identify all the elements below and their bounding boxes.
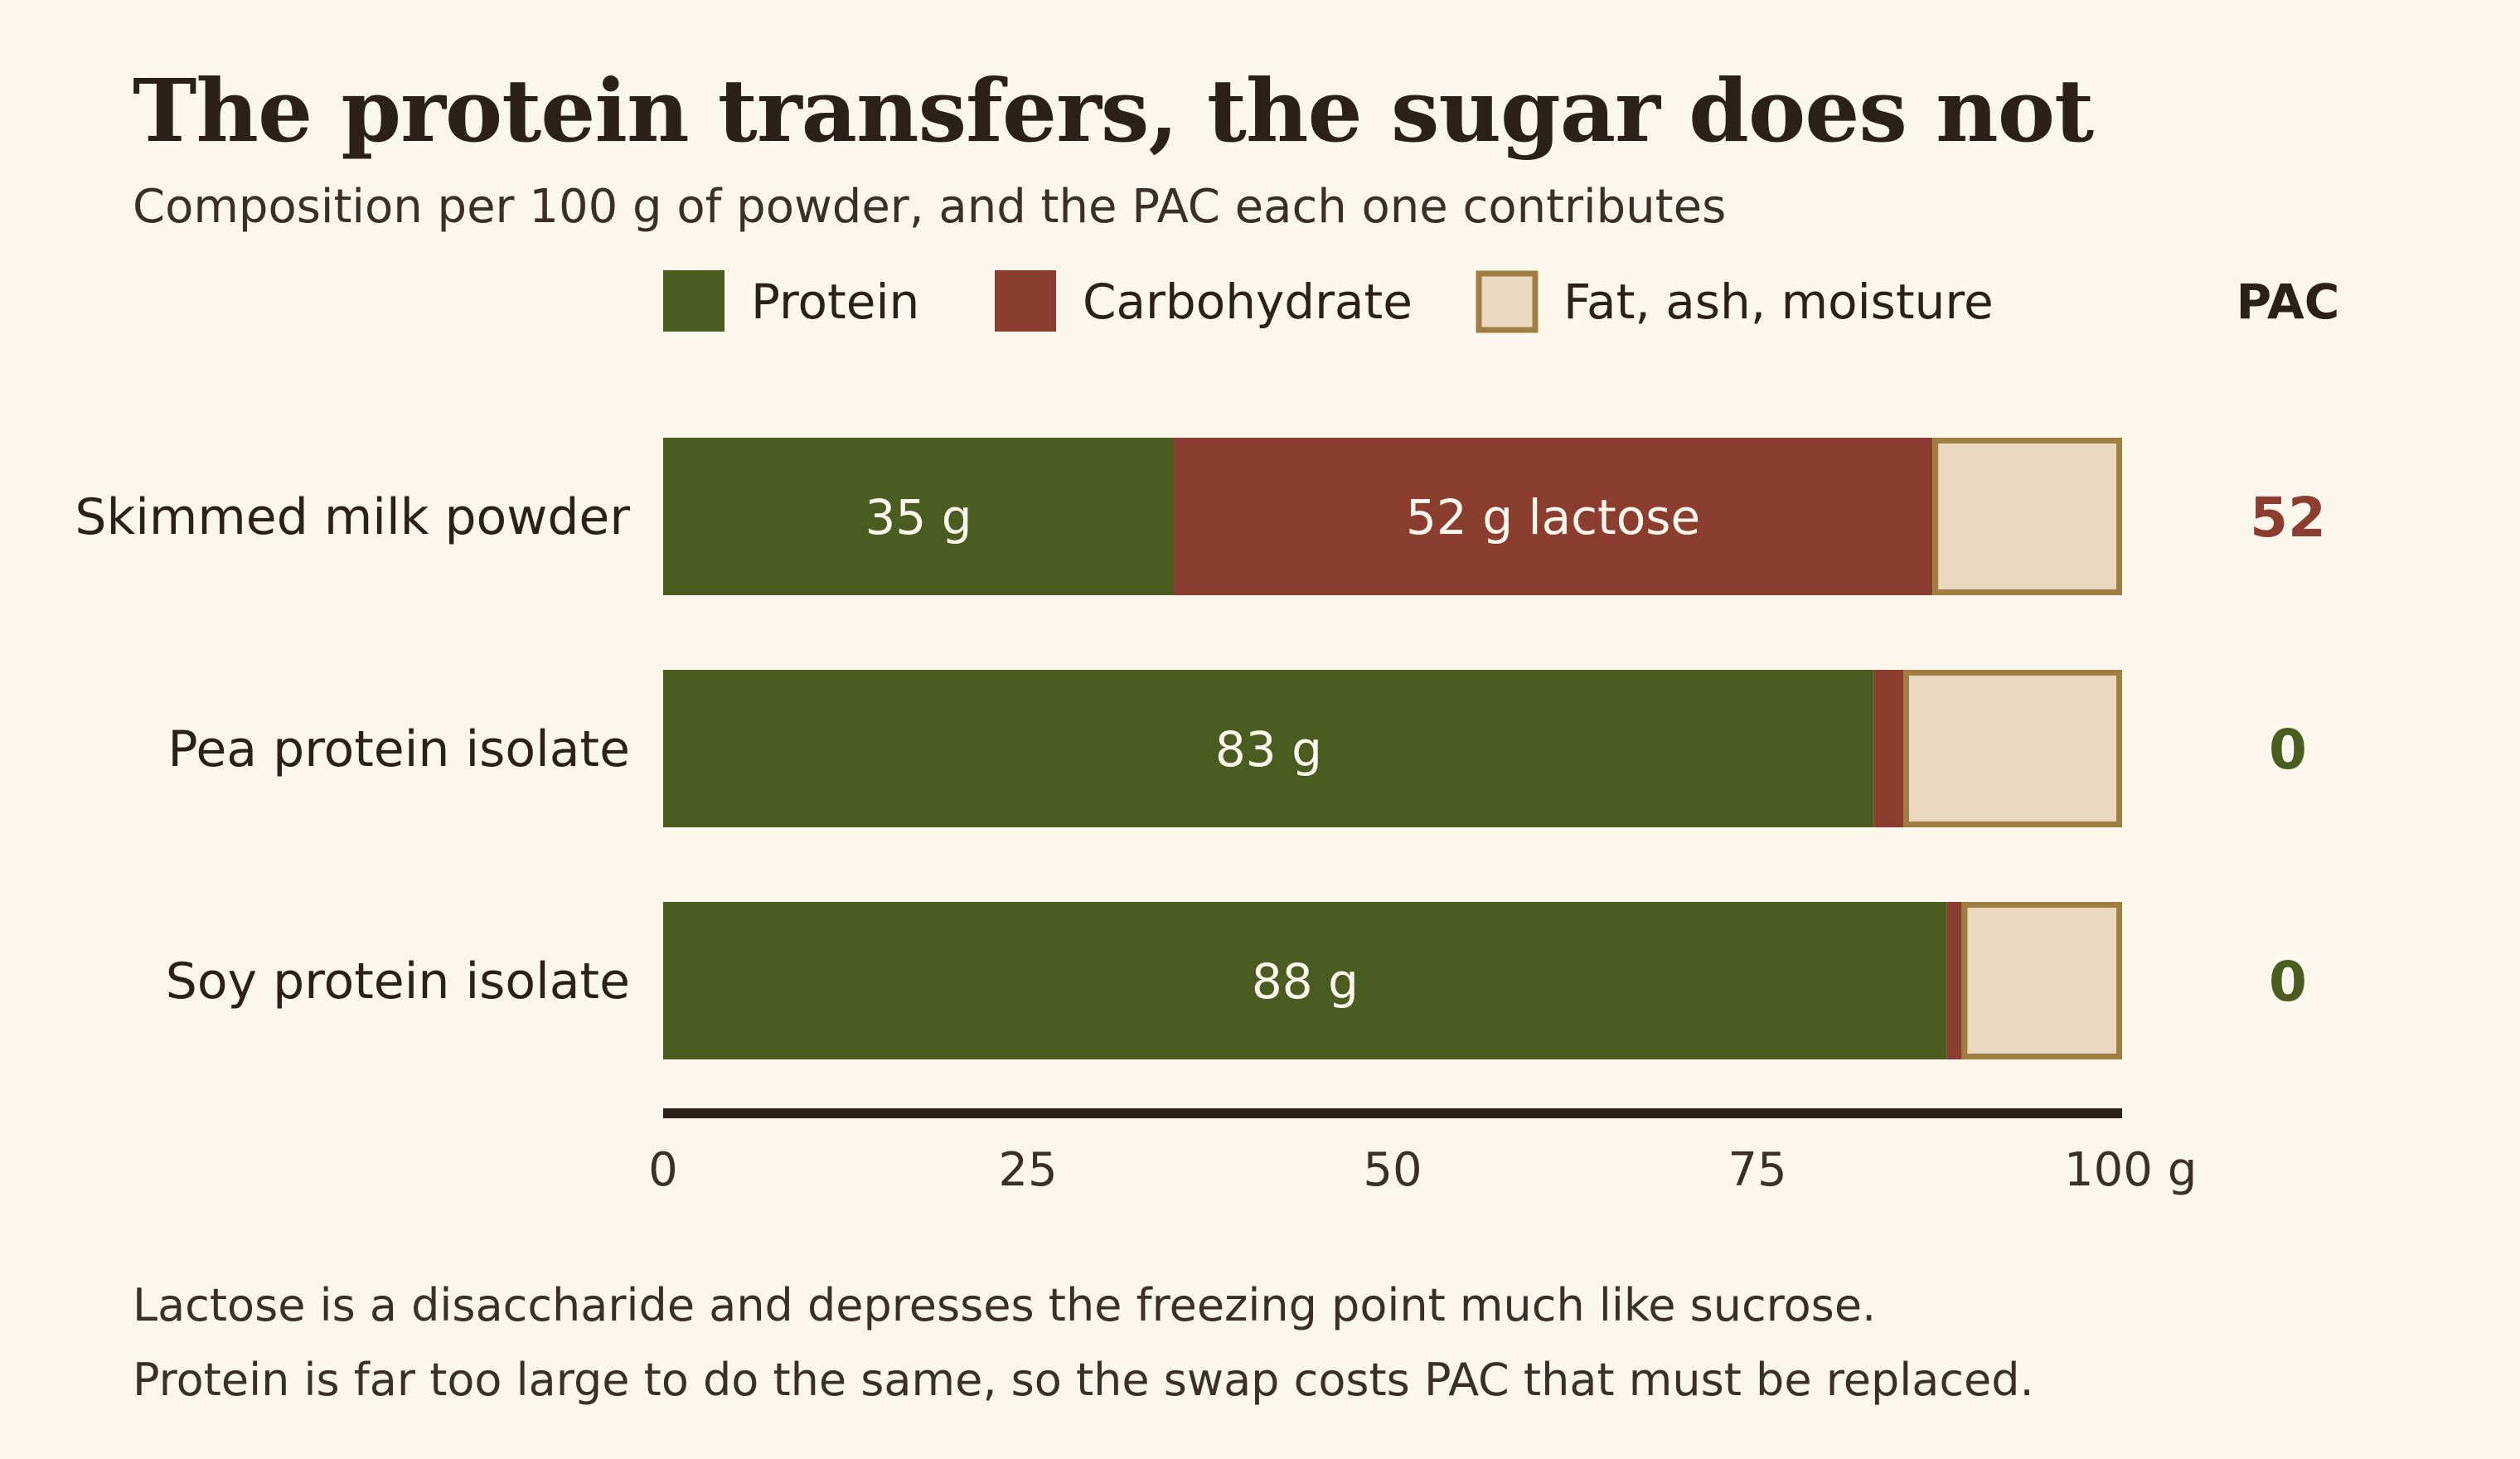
bar-segment-fat-ash-moisture bbox=[1903, 670, 2122, 827]
category-label: Skimmed milk powder bbox=[75, 488, 630, 546]
legend-label-carbohydrate: Carbohydrate bbox=[1083, 274, 1413, 330]
bar-value-label: 52 g lactose bbox=[1406, 489, 1700, 545]
bar-row-skimmed-milk-powder: Skimmed milk powder 35 g 52 g lactose bbox=[75, 438, 2122, 595]
bar-value-label: 35 g bbox=[865, 489, 972, 545]
footnote-line-2: Protein is far too large to do the same,… bbox=[133, 1354, 2034, 1406]
legend-swatch-carbohydrate bbox=[995, 270, 1056, 332]
chart-subtitle: Composition per 100 g of powder, and the… bbox=[133, 180, 1727, 234]
footnote-line-1: Lactose is a disaccharide and depresses … bbox=[133, 1279, 1877, 1331]
bars: Skimmed milk powder 35 g 52 g lactose Pea p… bbox=[75, 438, 2122, 1059]
bar-segment-protein bbox=[663, 670, 1874, 827]
bar-value-label: 83 g bbox=[1215, 721, 1322, 778]
x-axis: 0 25 50 75 100 g bbox=[648, 1108, 2197, 1197]
x-tick-label: 50 bbox=[1363, 1143, 1422, 1197]
chart-title: The protein transfers, the sugar does no… bbox=[133, 60, 2094, 162]
category-label: Pea protein isolate bbox=[167, 720, 630, 778]
bar-segment-fat-ash-moisture bbox=[1932, 438, 2122, 595]
bar-row-pea-protein-isolate: Pea protein isolate 83 g bbox=[167, 670, 2122, 827]
legend-swatch-protein bbox=[663, 270, 724, 332]
bar-row-soy-protein-isolate: Soy protein isolate 88 g bbox=[166, 902, 2122, 1059]
pac-value: 0 bbox=[2269, 718, 2307, 782]
bar-segment-carbohydrate bbox=[1174, 438, 1933, 595]
bar-segment-carbohydrate bbox=[1873, 670, 1903, 827]
x-tick-label: 100 g bbox=[2064, 1143, 2197, 1197]
pac-value: 52 bbox=[2250, 486, 2326, 550]
pac-header: PAC bbox=[2236, 274, 2340, 330]
x-tick-label: 25 bbox=[998, 1143, 1057, 1197]
bar-segment-protein bbox=[663, 438, 1174, 595]
bar-value-label: 88 g bbox=[1252, 953, 1359, 1010]
category-label: Soy protein isolate bbox=[166, 952, 630, 1011]
legend: Protein Carbohydrate Fat, ash, moisture bbox=[663, 270, 1994, 333]
bar-segment-protein bbox=[663, 902, 1947, 1059]
legend-label-fat-ash-moisture: Fat, ash, moisture bbox=[1563, 274, 1994, 330]
bar-segment-carbohydrate bbox=[1946, 902, 1962, 1059]
legend-swatch-fat-ash-moisture bbox=[1476, 270, 1539, 333]
bar-segment-fat-ash-moisture bbox=[1961, 902, 2122, 1059]
x-tick-label: 0 bbox=[648, 1143, 678, 1197]
legend-label-protein: Protein bbox=[751, 274, 919, 330]
pac-value: 0 bbox=[2269, 950, 2307, 1014]
pac-column: PAC 52 0 0 bbox=[2236, 274, 2340, 1014]
footnote: Lactose is a disaccharide and depresses … bbox=[133, 1268, 2034, 1418]
x-tick-label: 75 bbox=[1728, 1143, 1786, 1197]
